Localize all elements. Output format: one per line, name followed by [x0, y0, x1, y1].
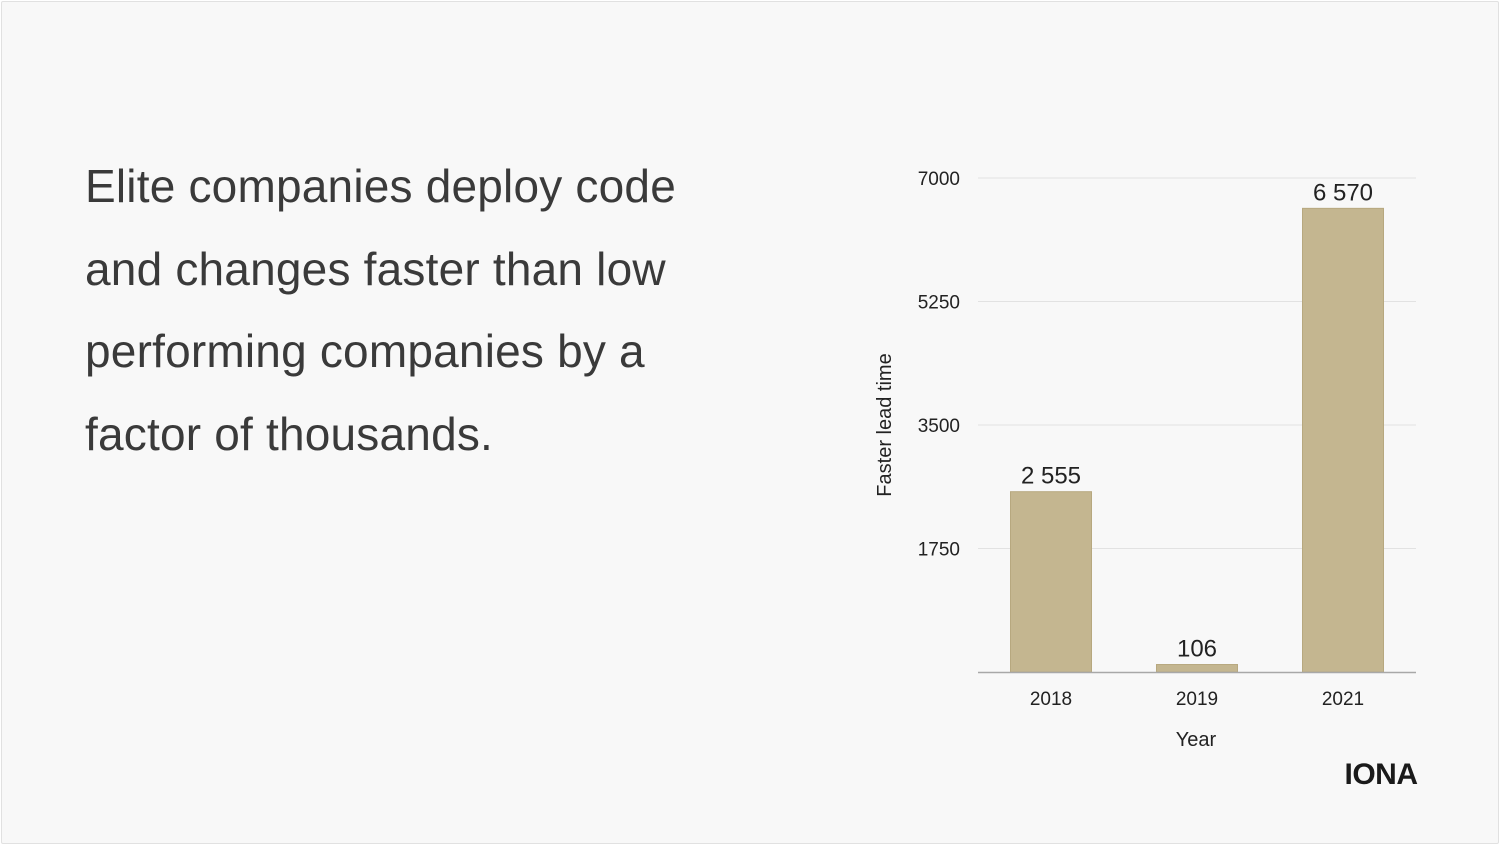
- iona-logo: IONA: [1344, 758, 1419, 791]
- bar: [1156, 664, 1238, 673]
- y-tick-label: 3500: [918, 416, 960, 437]
- data-label: 2 555: [1021, 463, 1081, 490]
- data-labels: 2 555 106 6 570: [1021, 179, 1373, 662]
- x-tick-label: 2021: [1322, 689, 1364, 710]
- data-label: 106: [1177, 636, 1217, 663]
- y-axis-title: Faster lead time: [874, 353, 896, 496]
- bars: [1010, 207, 1384, 673]
- x-tick-label: 2018: [1030, 689, 1072, 710]
- bar: [1302, 207, 1384, 673]
- y-tick-label: 5250: [918, 293, 960, 314]
- data-label: 6 570: [1313, 179, 1373, 206]
- x-tick-labels: 2018 2019 2021: [1030, 689, 1364, 710]
- y-tick-label: 1750: [918, 540, 960, 561]
- y-tick-labels: 1750 3500 5250 7000: [918, 169, 960, 561]
- y-tick-label: 7000: [918, 169, 960, 190]
- x-axis-title: Year: [1176, 729, 1217, 751]
- headline: Elite companies deploy code and changes …: [85, 160, 676, 460]
- x-tick-label: 2019: [1176, 689, 1218, 710]
- bar: [1010, 491, 1092, 673]
